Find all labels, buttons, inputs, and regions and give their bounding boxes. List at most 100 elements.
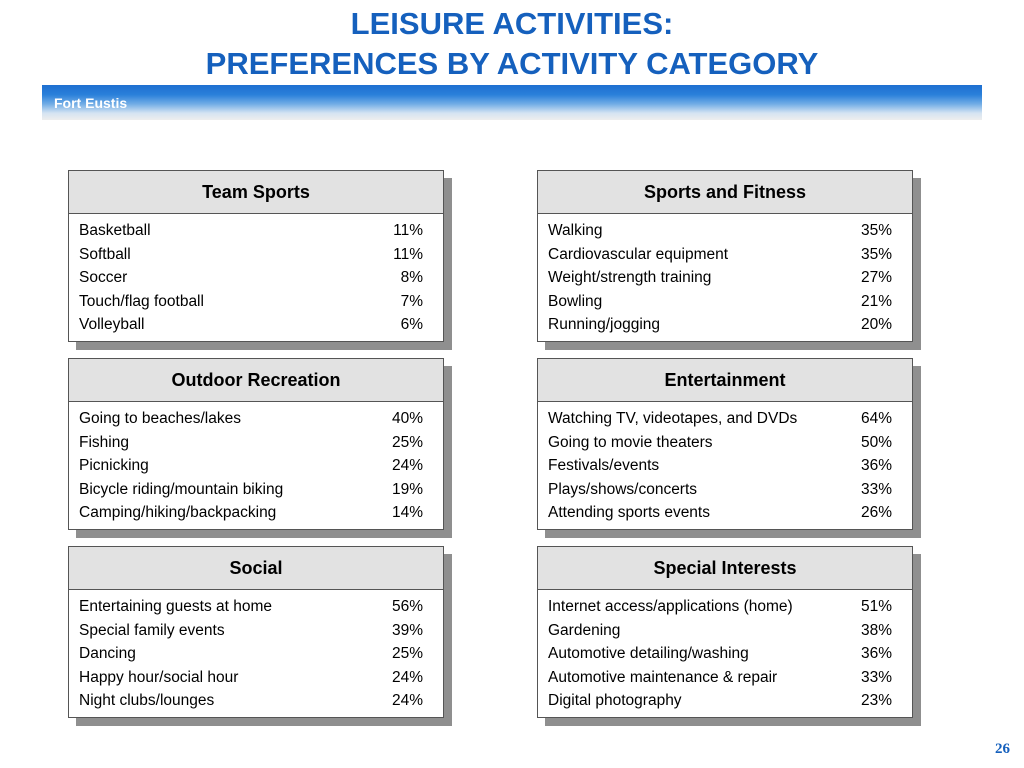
activity-percent: 35% [860, 222, 892, 239]
activity-row: Bowling 21% [538, 290, 912, 314]
activity-percent: 24% [391, 668, 423, 686]
activity-label: Cardiovascular equipment [548, 245, 729, 263]
activity-label: Going to beaches/lakes [79, 410, 241, 427]
activity-row: Automotive maintenance & repair 33% [538, 666, 912, 690]
activity-percent: 56% [391, 598, 423, 615]
page-title-line-1: LEISURE ACTIVITIES: [350, 6, 674, 41]
activity-percent: 7% [400, 292, 423, 310]
activity-percent: 36% [860, 645, 892, 663]
activity-label: Camping/hiking/backpacking [79, 504, 277, 522]
activity-label: Basketball [79, 222, 151, 239]
activity-row: Touch/flag football 7% [69, 290, 443, 314]
activity-percent: 51% [860, 598, 892, 615]
activity-row: Walking 35% [538, 219, 912, 243]
activity-label: Automotive maintenance & repair [548, 668, 778, 686]
activity-row: Dancing 25% [69, 642, 443, 666]
activity-row: Attending sports events 26% [538, 501, 912, 525]
activity-label: Festivals/events [548, 457, 660, 475]
category-card-special-interests: Special Interests Internet access/applic… [537, 546, 921, 726]
location-banner: Fort Eustis [42, 85, 982, 120]
activity-label: Internet access/applications (home) [548, 598, 793, 615]
activity-label: Entertaining guests at home [79, 598, 273, 615]
activity-percent: 35% [860, 245, 892, 263]
location-label: Fort Eustis [54, 95, 128, 111]
activity-list: Walking 35% Cardiovascular equipment 35% W… [538, 214, 912, 337]
category-card-outdoor-recreation: Outdoor Recreation Going to beaches/lake… [68, 358, 452, 538]
activity-percent: 25% [391, 433, 423, 451]
activity-label: Walking [548, 222, 603, 239]
activity-row: Camping/hiking/backpacking 14% [69, 501, 443, 525]
activity-row: Night clubs/lounges 24% [69, 689, 443, 713]
activity-label: Gardening [548, 621, 621, 639]
activity-row: Picnicking 24% [69, 454, 443, 478]
activity-percent: 14% [391, 504, 423, 522]
activity-percent: 64% [860, 410, 892, 427]
activity-list: Internet access/applications (home) 51% G… [538, 590, 912, 713]
card-box: Team Sports Basketball 11% Softball 11% So… [68, 170, 444, 342]
card-box: Entertainment Watching TV, videotapes, a… [537, 358, 913, 530]
activity-label: Dancing [79, 645, 136, 663]
activity-row: Running/jogging 20% [538, 313, 912, 337]
activity-percent: 24% [391, 692, 423, 710]
activity-percent: 6% [400, 316, 423, 334]
activity-percent: 11% [393, 245, 423, 263]
activity-row: Fishing 25% [69, 431, 443, 455]
activity-label: Running/jogging [548, 316, 661, 334]
activity-row: Festivals/events 36% [538, 454, 912, 478]
activity-label: Picnicking [79, 457, 149, 475]
activity-label: Plays/shows/concerts [548, 480, 698, 498]
card-box: Sports and Fitness Walking 35% Cardiovasc… [537, 170, 913, 342]
activity-row: Cardiovascular equipment 35% [538, 243, 912, 267]
activity-percent: 38% [860, 621, 892, 639]
activity-row: Special family events 39% [69, 619, 443, 643]
page-number: 26 [995, 741, 1010, 757]
activity-row: Going to movie theaters 50% [538, 431, 912, 455]
activity-percent: 11% [393, 222, 423, 239]
activity-label: Fishing [79, 433, 129, 451]
category-card-social: Social Entertaining guests at home 56% Sp… [68, 546, 452, 726]
activity-percent: 20% [860, 316, 892, 334]
activity-percent: 21% [860, 292, 892, 310]
activity-label: Special family events [79, 621, 225, 639]
activity-percent: 39% [391, 621, 423, 639]
page-title: LEISURE ACTIVITIES: PREFERENCES BY ACTIV… [0, 4, 1024, 84]
activity-row: Watching TV, videotapes, and DVDs 64% [538, 407, 912, 431]
activity-label: Soccer [79, 269, 128, 287]
card-title: Special Interests [538, 547, 912, 590]
activity-percent: 33% [860, 480, 892, 498]
activity-row: Digital photography 23% [538, 689, 912, 713]
activity-label: Volleyball [79, 316, 145, 334]
activity-row: Soccer 8% [69, 266, 443, 290]
card-title: Social [69, 547, 443, 590]
activity-label: Happy hour/social hour [79, 668, 239, 686]
activity-percent: 26% [860, 504, 892, 522]
card-box: Outdoor Recreation Going to beaches/lake… [68, 358, 444, 530]
activity-label: Automotive detailing/washing [548, 645, 749, 663]
activity-row: Automotive detailing/washing 36% [538, 642, 912, 666]
card-title: Sports and Fitness [538, 171, 912, 214]
activity-percent: 27% [860, 269, 892, 287]
activity-percent: 19% [391, 480, 423, 498]
activity-label: Watching TV, videotapes, and DVDs [548, 410, 798, 427]
page-title-line-2: PREFERENCES BY ACTIVITY CATEGORY [205, 46, 819, 81]
activity-label: Touch/flag football [79, 292, 204, 310]
activity-label: Weight/strength training [548, 269, 712, 287]
activity-row: Entertaining guests at home 56% [69, 595, 443, 619]
activity-row: Gardening 38% [538, 619, 912, 643]
activity-row: Bicycle riding/mountain biking 19% [69, 478, 443, 502]
activity-label: Attending sports events [548, 504, 710, 522]
card-title: Entertainment [538, 359, 912, 402]
activity-label: Night clubs/lounges [79, 692, 215, 710]
activity-percent: 25% [391, 645, 423, 663]
category-card-entertainment: Entertainment Watching TV, videotapes, a… [537, 358, 921, 538]
activity-row: Internet access/applications (home) 51% [538, 595, 912, 619]
activity-percent: 50% [860, 433, 892, 451]
activity-row: Volleyball 6% [69, 313, 443, 337]
activity-row: Happy hour/social hour 24% [69, 666, 443, 690]
category-card-sports-and-fitness: Sports and Fitness Walking 35% Cardiovasc… [537, 170, 921, 350]
activity-row: Softball 11% [69, 243, 443, 267]
activity-row: Plays/shows/concerts 33% [538, 478, 912, 502]
card-box: Social Entertaining guests at home 56% Sp… [68, 546, 444, 718]
activity-label: Bicycle riding/mountain biking [79, 480, 284, 498]
activity-label: Digital photography [548, 692, 682, 710]
